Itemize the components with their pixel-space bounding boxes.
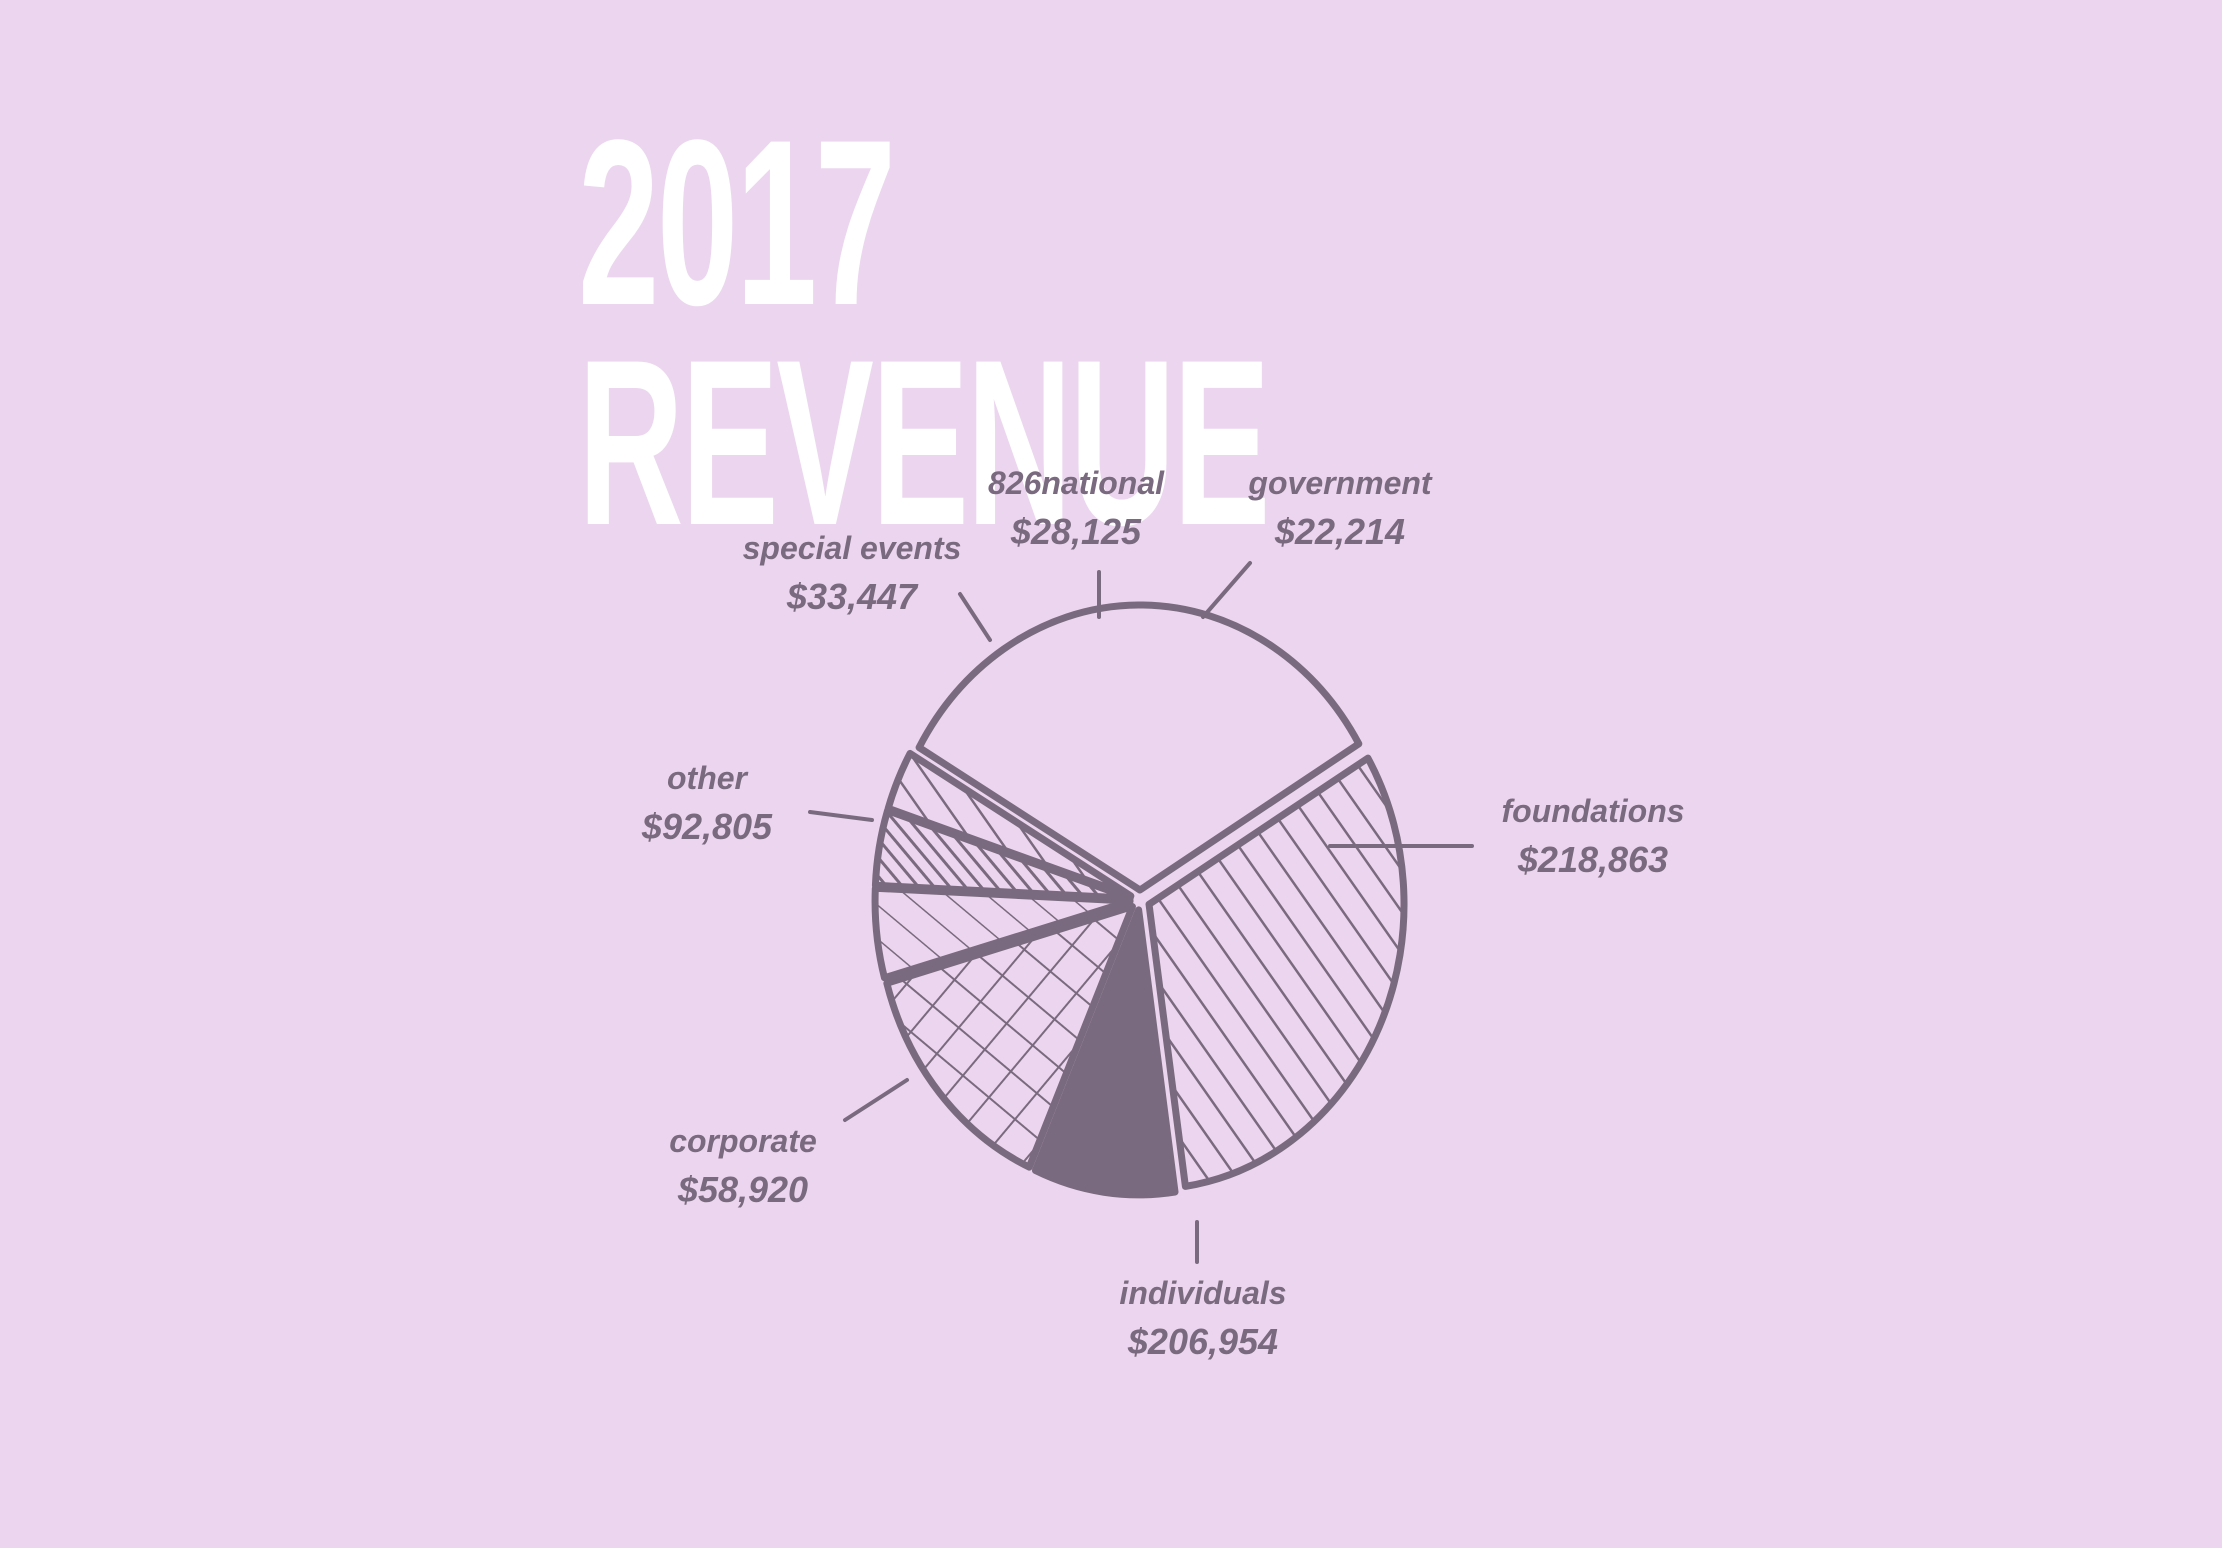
slice-value-label: $58,920 (677, 1169, 809, 1210)
title-word: REVENUE (578, 311, 1271, 575)
pie-slice-other (883, 903, 1136, 1171)
pie-slice-government (884, 749, 1135, 900)
slice-category-label: foundations (1501, 793, 1685, 829)
slice-label-government: government $22,214 (1248, 462, 1431, 560)
leader-line-special-events (958, 592, 992, 642)
leader-line-government (1201, 561, 1252, 619)
leader-line-other (808, 810, 874, 822)
slice-value-label: $28,125 (1010, 511, 1142, 552)
slice-value-label: $218,863 (1517, 839, 1669, 880)
slice-label-individuals: individuals $206,954 (1119, 1272, 1286, 1370)
slice-category-label: individuals (1119, 1275, 1287, 1311)
slice-label-826national: 826national $28,125 (988, 462, 1164, 560)
title-year: 2017 (578, 91, 896, 355)
slice-category-label: special events (742, 530, 962, 566)
pie-slice-individuals (1145, 754, 1408, 1190)
slice-value-label: $206,954 (1127, 1321, 1279, 1362)
slice-value-label: $92,805 (641, 806, 773, 847)
pie-slice-corporate (1031, 906, 1179, 1199)
slice-label-other: other $92,805 (642, 757, 772, 855)
pie-slice-foundations (915, 601, 1363, 894)
slice-value-label: $22,214 (1274, 511, 1406, 552)
slice-category-label: 826national (987, 465, 1165, 501)
slice-label-special-events: special events $33,447 (743, 527, 962, 625)
slice-value-label: $33,447 (786, 576, 918, 617)
slice-category-label: other (666, 760, 747, 796)
slice-label-foundations: foundations $218,863 (1501, 790, 1684, 888)
slice-category-label: government (1248, 465, 1432, 501)
slice-label-corporate: corporate $58,920 (669, 1120, 817, 1218)
leader-line-corporate (843, 1078, 909, 1122)
slice-category-label: corporate (669, 1123, 817, 1159)
